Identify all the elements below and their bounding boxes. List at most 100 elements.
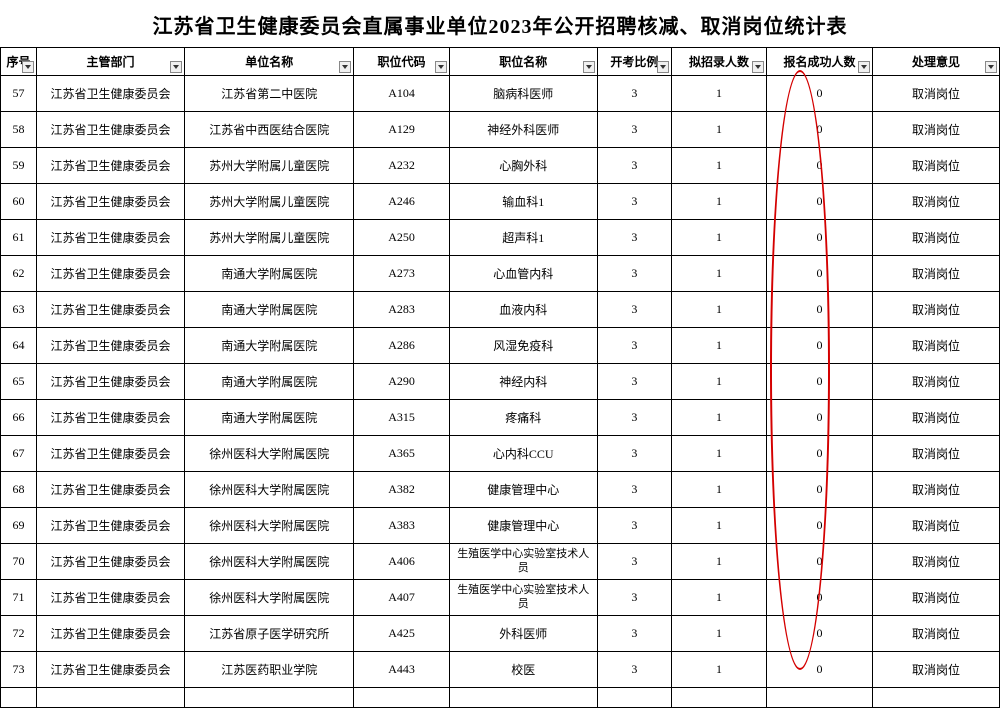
cell-succ: 0 <box>767 364 873 400</box>
cell-succ: 0 <box>767 148 873 184</box>
cell-plan: 1 <box>671 364 766 400</box>
cell-seq: 58 <box>1 112 37 148</box>
cell-ratio: 3 <box>597 544 671 580</box>
cell-seq: 59 <box>1 148 37 184</box>
cell-opinion: 取消岗位 <box>872 328 999 364</box>
cell-opinion: 取消岗位 <box>872 544 999 580</box>
cell-code: A290 <box>354 364 449 400</box>
cell-plan: 1 <box>671 544 766 580</box>
cell-opinion: 取消岗位 <box>872 580 999 616</box>
cell-cutoff <box>597 688 671 708</box>
cell-ratio: 3 <box>597 472 671 508</box>
filter-icon[interactable] <box>170 61 182 73</box>
cell-succ: 0 <box>767 292 873 328</box>
cell-plan: 1 <box>671 472 766 508</box>
cell-unit: 苏州大学附属儿童医院 <box>185 184 354 220</box>
filter-icon[interactable] <box>985 61 997 73</box>
table-row: 71江苏省卫生健康委员会徐州医科大学附属医院A407生殖医学中心实验室技术人员3… <box>1 580 1000 616</box>
cell-dept: 江苏省卫生健康委员会 <box>36 76 184 112</box>
header-code[interactable]: 职位代码 <box>354 48 449 76</box>
header-unit[interactable]: 单位名称 <box>185 48 354 76</box>
cell-code: A246 <box>354 184 449 220</box>
cell-opinion: 取消岗位 <box>872 256 999 292</box>
header-dept[interactable]: 主管部门 <box>36 48 184 76</box>
cell-succ: 0 <box>767 472 873 508</box>
cell-pos: 校医 <box>449 652 597 688</box>
cell-succ: 0 <box>767 508 873 544</box>
table-row: 60江苏省卫生健康委员会苏州大学附属儿童医院A246输血科1310取消岗位 <box>1 184 1000 220</box>
cell-pos: 血液内科 <box>449 292 597 328</box>
cell-pos: 健康管理中心 <box>449 472 597 508</box>
filter-icon[interactable] <box>583 61 595 73</box>
header-row: 序号 主管部门 单位名称 职位代码 职位名称 开考比例 拟招录人数 报名成功人数… <box>1 48 1000 76</box>
cell-ratio: 3 <box>597 508 671 544</box>
cell-succ: 0 <box>767 580 873 616</box>
cell-dept: 江苏省卫生健康委员会 <box>36 220 184 256</box>
cell-ratio: 3 <box>597 292 671 328</box>
table-row: 69江苏省卫生健康委员会徐州医科大学附属医院A383健康管理中心310取消岗位 <box>1 508 1000 544</box>
header-pos[interactable]: 职位名称 <box>449 48 597 76</box>
statistics-table: 序号 主管部门 单位名称 职位代码 职位名称 开考比例 拟招录人数 报名成功人数… <box>0 47 1000 708</box>
cell-plan: 1 <box>671 652 766 688</box>
filter-icon[interactable] <box>22 61 34 73</box>
cell-succ: 0 <box>767 256 873 292</box>
cell-code: A382 <box>354 472 449 508</box>
cell-pos: 风湿免疫科 <box>449 328 597 364</box>
cell-seq: 68 <box>1 472 37 508</box>
cell-seq: 64 <box>1 328 37 364</box>
cell-plan: 1 <box>671 328 766 364</box>
cell-opinion: 取消岗位 <box>872 76 999 112</box>
cell-unit: 苏州大学附属儿童医院 <box>185 220 354 256</box>
filter-icon[interactable] <box>339 61 351 73</box>
cell-ratio: 3 <box>597 616 671 652</box>
cell-code: A365 <box>354 436 449 472</box>
cell-unit: 南通大学附属医院 <box>185 292 354 328</box>
header-plan[interactable]: 拟招录人数 <box>671 48 766 76</box>
cell-cutoff <box>671 688 766 708</box>
cell-dept: 江苏省卫生健康委员会 <box>36 544 184 580</box>
cell-succ: 0 <box>767 112 873 148</box>
filter-icon[interactable] <box>858 61 870 73</box>
cell-cutoff <box>872 688 999 708</box>
cell-cutoff <box>36 688 184 708</box>
table-row: 73江苏省卫生健康委员会江苏医药职业学院A443校医310取消岗位 <box>1 652 1000 688</box>
cell-dept: 江苏省卫生健康委员会 <box>36 580 184 616</box>
cell-code: A406 <box>354 544 449 580</box>
cell-ratio: 3 <box>597 184 671 220</box>
cell-dept: 江苏省卫生健康委员会 <box>36 436 184 472</box>
cell-seq: 65 <box>1 364 37 400</box>
header-seq[interactable]: 序号 <box>1 48 37 76</box>
cell-seq: 62 <box>1 256 37 292</box>
cell-opinion: 取消岗位 <box>872 220 999 256</box>
table-row: 58江苏省卫生健康委员会江苏省中西医结合医院A129神经外科医师310取消岗位 <box>1 112 1000 148</box>
cell-code: A232 <box>354 148 449 184</box>
cell-dept: 江苏省卫生健康委员会 <box>36 112 184 148</box>
cell-opinion: 取消岗位 <box>872 112 999 148</box>
filter-icon[interactable] <box>657 61 669 73</box>
cell-dept: 江苏省卫生健康委员会 <box>36 616 184 652</box>
header-succ[interactable]: 报名成功人数 <box>767 48 873 76</box>
cell-ratio: 3 <box>597 112 671 148</box>
cell-succ: 0 <box>767 184 873 220</box>
cell-code: A383 <box>354 508 449 544</box>
cell-plan: 1 <box>671 256 766 292</box>
cell-code: A315 <box>354 400 449 436</box>
filter-icon[interactable] <box>752 61 764 73</box>
cell-unit: 徐州医科大学附属医院 <box>185 580 354 616</box>
cell-ratio: 3 <box>597 400 671 436</box>
filter-icon[interactable] <box>435 61 447 73</box>
cell-unit: 江苏省第二中医院 <box>185 76 354 112</box>
header-ratio[interactable]: 开考比例 <box>597 48 671 76</box>
cell-plan: 1 <box>671 148 766 184</box>
table-row: 62江苏省卫生健康委员会南通大学附属医院A273心血管内科310取消岗位 <box>1 256 1000 292</box>
cell-plan: 1 <box>671 184 766 220</box>
cell-dept: 江苏省卫生健康委员会 <box>36 364 184 400</box>
cell-plan: 1 <box>671 400 766 436</box>
header-opinion[interactable]: 处理意见 <box>872 48 999 76</box>
cell-ratio: 3 <box>597 76 671 112</box>
cell-succ: 0 <box>767 616 873 652</box>
cell-dept: 江苏省卫生健康委员会 <box>36 652 184 688</box>
page-title: 江苏省卫生健康委员会直属事业单位2023年公开招聘核减、取消岗位统计表 <box>0 0 1000 47</box>
cell-pos: 超声科1 <box>449 220 597 256</box>
cell-pos: 外科医师 <box>449 616 597 652</box>
